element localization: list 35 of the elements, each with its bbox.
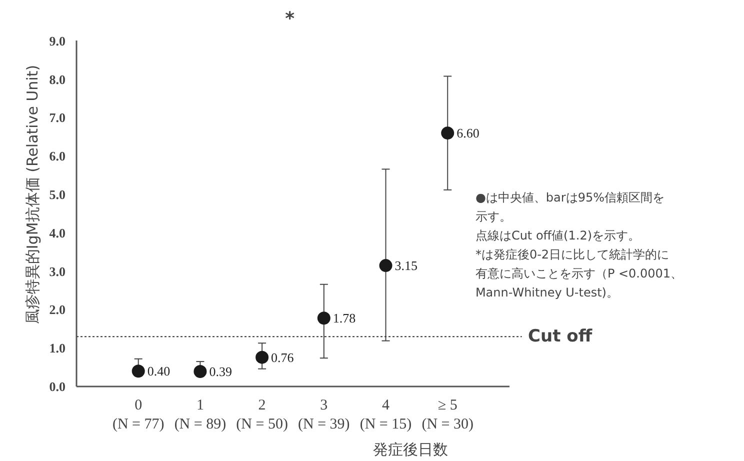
x-tick-label: 2 (N = 50): [236, 398, 288, 433]
annotation: *は発症後0-2日に比して統計学的に有意に高いことを示す（P <0.0001、Mann-Whitney U-test)。: [475, 248, 683, 300]
y-tick-label: 4.0: [49, 225, 66, 240]
x-tick-label: 1 (N = 89): [174, 398, 226, 433]
y-tick-label: 7.0: [49, 110, 66, 126]
data-label: 0.76: [271, 350, 294, 365]
point: [132, 364, 145, 378]
data-label: 0.40: [147, 364, 170, 379]
data-label: 6.60: [456, 126, 480, 141]
point: [317, 312, 330, 325]
annotation: ●は中央値、barは95%信頼区間を示す。: [475, 190, 664, 224]
y-tick-label: 9.0: [49, 33, 66, 48]
y-tick-label: 1.0: [49, 340, 66, 356]
point: [379, 259, 392, 272]
ref-line-label: Cut off: [528, 326, 592, 347]
point: [256, 350, 269, 364]
x-tick-label: 3 (N = 39): [298, 398, 350, 433]
y-axis-title: 風疹特異的IgM抗体価 (Relative Unit): [23, 64, 42, 324]
annotation: 点線はCut off値(1.2)を示す。: [475, 228, 640, 243]
x-tick-label: 4 (N = 15): [360, 398, 412, 433]
y-tick-label: 6.0: [49, 148, 66, 164]
x-tick-label: ≥ 5 (N = 30): [422, 398, 474, 433]
x-tick-label: 0 (N = 77): [112, 398, 164, 433]
text: *: [285, 8, 296, 30]
data-label: 3.15: [394, 258, 418, 274]
y-tick-label: 5.0: [49, 187, 66, 202]
data-label: 0.39: [209, 364, 232, 380]
point: [441, 126, 454, 140]
y-tick-label: 0.0: [49, 379, 66, 394]
y-tick-label: 2.0: [49, 302, 66, 318]
y-tick-label: 3.0: [49, 264, 66, 279]
x-axis-title: 発症後日数: [373, 440, 448, 459]
y-tick-label: 8.0: [49, 72, 66, 87]
point: [194, 365, 207, 378]
data-label: 1.78: [332, 310, 356, 326]
